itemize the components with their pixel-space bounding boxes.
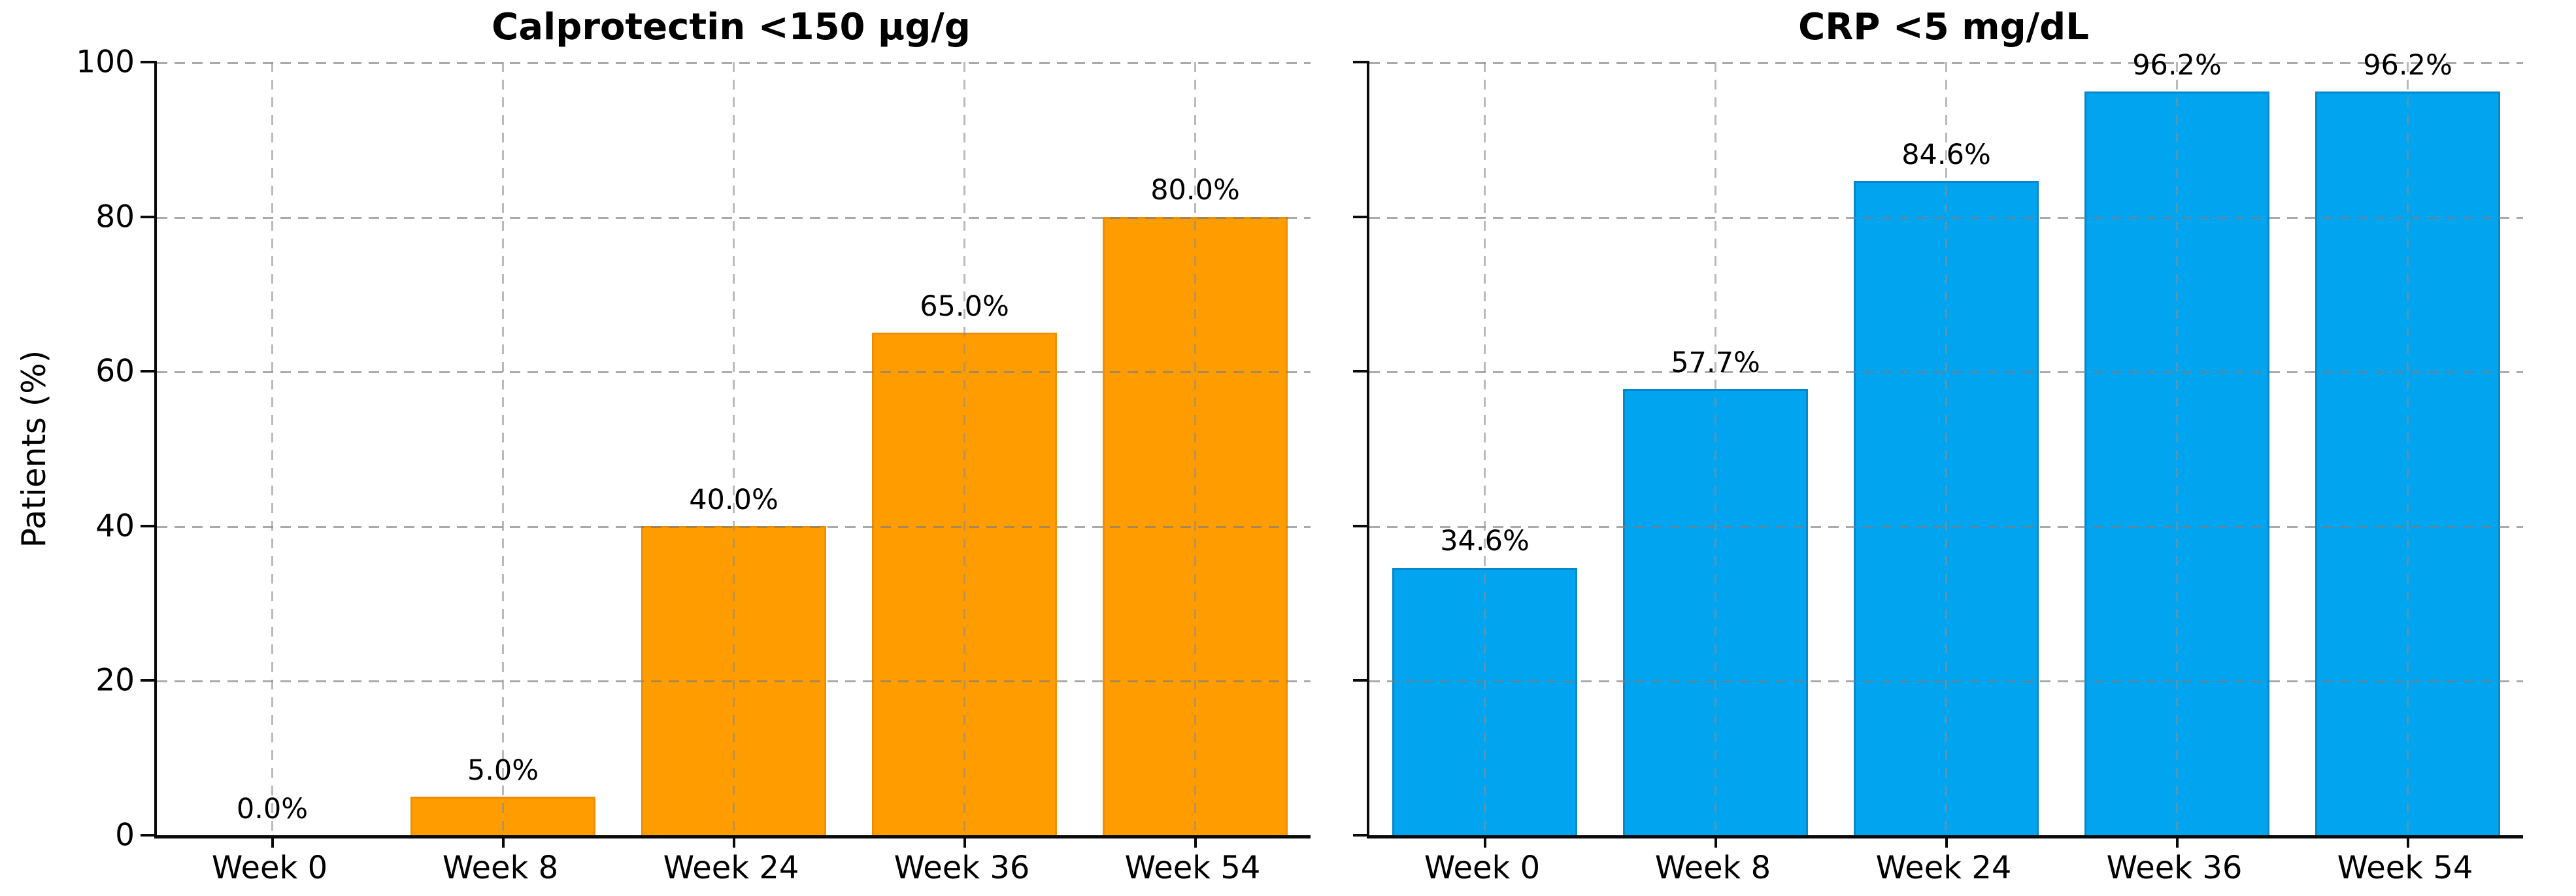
gridline-x (271, 62, 273, 835)
y-tick-mark (141, 61, 157, 63)
bar-value-label: 65.0% (920, 290, 1009, 323)
gridline-x (963, 62, 965, 835)
bar-value-label: 96.2% (2132, 48, 2222, 82)
y-tick-mark (141, 679, 157, 682)
x-tick-mark (963, 835, 966, 848)
y-tick-mark (141, 215, 157, 218)
x-tick-mark (271, 835, 274, 848)
x-tick-mark (1714, 835, 1717, 848)
x-tick-label: Week 36 (2106, 850, 2243, 886)
y-tick-mark (141, 370, 157, 373)
gridline-x (2407, 62, 2409, 835)
x-tick-mark (501, 835, 505, 848)
x-tick-mark (2406, 835, 2409, 848)
bar-value-label: 0.0% (236, 792, 309, 825)
y-tick-labels: 0 20 40 60 80 100 (0, 47, 135, 851)
x-tick-label: Week 8 (442, 850, 559, 886)
y-tick-mark (1353, 370, 1369, 373)
chart-title-crp: CRP <5 mg/dL (1798, 6, 2089, 48)
bar-value-label: 57.7% (1671, 346, 1760, 380)
x-tick-label: Week 54 (1124, 850, 1261, 886)
bar-value-label: 96.2% (2363, 48, 2452, 82)
y-tick-label: 0 (115, 817, 135, 854)
y-tick-label: 40 (95, 508, 135, 544)
x-tick-mark (2175, 835, 2179, 848)
y-tick-label: 80 (95, 199, 135, 235)
bar-value-label: 34.6% (1440, 525, 1530, 558)
y-tick-mark (141, 524, 157, 527)
gridline-x (1194, 62, 1196, 835)
x-tick-mark (1194, 835, 1197, 848)
bar-value-label: 84.6% (1901, 138, 1991, 171)
x-tick-label: Week 24 (1875, 850, 2012, 886)
gridline-x (1715, 62, 1716, 835)
x-tick-mark (1945, 835, 1948, 848)
gridline-x (1484, 62, 1486, 835)
gridline-x (733, 62, 735, 835)
y-tick-label: 60 (95, 353, 135, 390)
y-tick-label: 20 (95, 662, 135, 699)
gridline-x (2176, 62, 2178, 835)
y-tick-mark (1353, 215, 1369, 218)
bar-value-label: 5.0% (467, 754, 539, 787)
x-tick-label: Week 0 (211, 850, 328, 886)
y-tick-mark (141, 834, 157, 837)
plot-area-calprotectin: 0.0% 5.0% 40.0% 65.0% 80.0% (141, 61, 1311, 848)
x-tick-label: Week 54 (2337, 850, 2473, 886)
x-tick-mark (1483, 835, 1486, 848)
x-tick-label: Week 8 (1654, 850, 1771, 886)
y-tick-mark (1353, 679, 1369, 682)
bar-value-label: 80.0% (1150, 174, 1240, 207)
gridline-x (1945, 62, 1947, 835)
chart-title-calprotectin: Calprotectin <150 μg/g (492, 6, 971, 48)
y-tick-mark (1353, 61, 1369, 63)
x-tick-label: Week 36 (894, 850, 1030, 886)
x-tick-labels-crp: Week 0 Week 8 Week 24 Week 36 Week 54 (1367, 851, 2520, 886)
y-tick-mark (1353, 834, 1369, 837)
x-tick-label: Week 0 (1424, 850, 1541, 886)
y-tick-mark (1353, 524, 1369, 527)
x-tick-mark (732, 835, 735, 848)
y-tick-label: 100 (76, 44, 135, 80)
bar-value-label: 40.0% (689, 483, 778, 516)
x-tick-labels-calprotectin: Week 0 Week 8 Week 24 Week 36 Week 54 (154, 851, 1308, 886)
plot-area-crp: 34.6% 57.7% 84.6% 96.2% 96.2% (1353, 50, 2523, 848)
x-tick-label: Week 24 (663, 850, 799, 886)
gridline-x (502, 62, 504, 835)
